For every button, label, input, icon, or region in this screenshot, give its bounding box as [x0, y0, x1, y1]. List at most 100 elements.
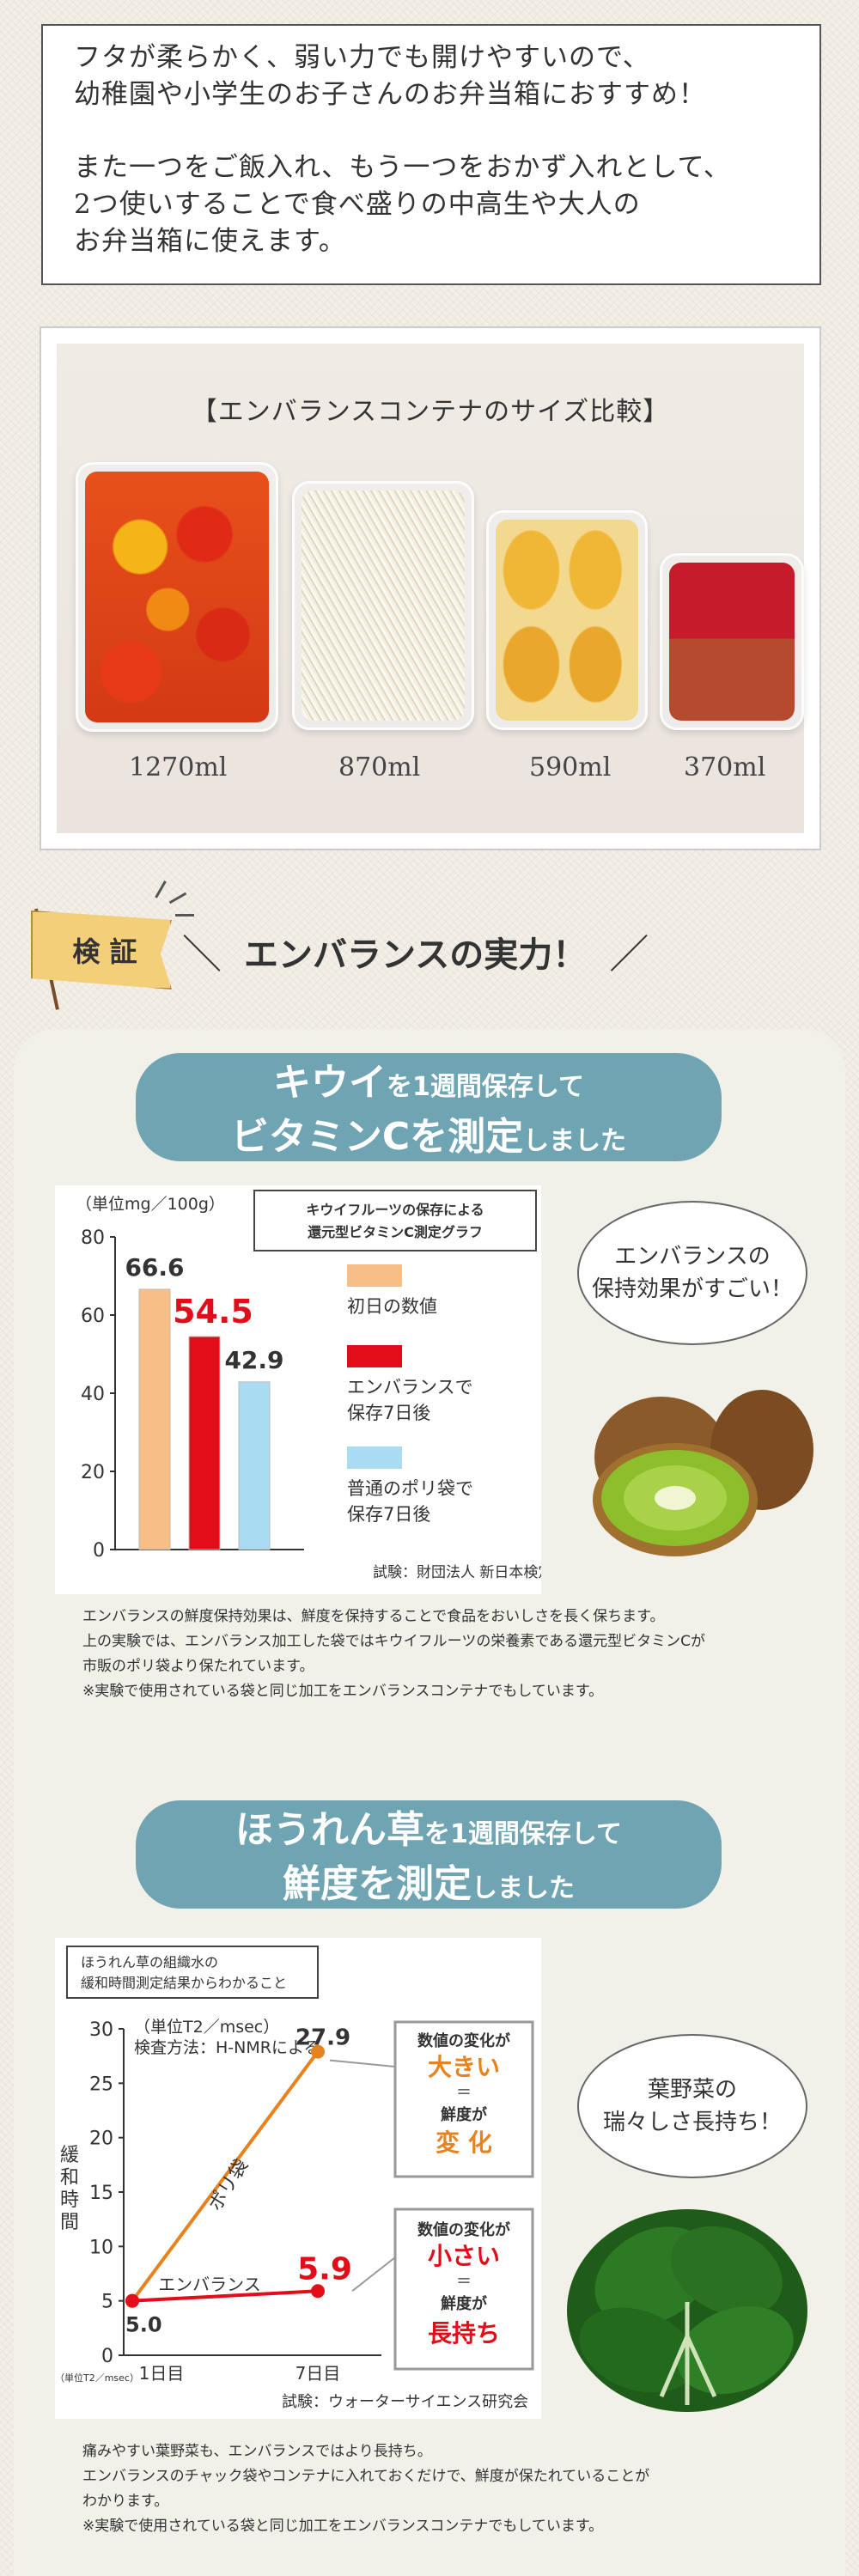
kiwi-legend-swatch — [347, 1345, 402, 1367]
kiwi-y-tick-label: 40 — [81, 1384, 105, 1405]
spinach-data-point — [311, 2284, 325, 2299]
size-label: 1270ml — [129, 752, 228, 783]
size-label: 870ml — [338, 752, 421, 783]
poly-callout-pointer — [329, 2059, 396, 2108]
spark-line — [175, 914, 194, 917]
note-line: 痛みやすい葉野菜も、エンバランスではより長持ち。 — [82, 2443, 432, 2460]
note-line: 上の実験では、エンバランス加工した袋ではキウイフルーツの栄養素である還元型ビタミ… — [82, 1633, 706, 1650]
poly-callout-line: ＝ — [456, 2084, 472, 2102]
kiwi-bar-value-label: 54.5 — [173, 1293, 253, 1331]
spinach-series-line — [131, 2050, 320, 2302]
bubble-line: 葉野菜の — [647, 2077, 737, 2103]
spark-line — [168, 892, 187, 904]
kiwi-bar-value-label: 66.6 — [125, 1253, 184, 1282]
kiwi-chart-title: キウイフルーツの保存による — [306, 1202, 484, 1218]
kiwi-legend-label: 保存7日後 — [347, 1403, 430, 1423]
spinach-series-label-poly: ポリ袋 — [204, 2156, 253, 2215]
spinach-emb-end-value: 5.9 — [297, 2251, 352, 2287]
kiwi-chart-title-box — [253, 1190, 537, 1251]
spinach-y-axis-label: 間 — [60, 2212, 79, 2233]
spinach-relaxation-chart: ほうれん草の組織水の 緩和時間測定結果からわかること （単位T2／msec） 検… — [55, 1946, 534, 2411]
size-label: 370ml — [684, 752, 766, 783]
kiwi-bar — [188, 1336, 221, 1550]
note-line: エンバランスの鮮度保持効果は、鮮度を保持することで食品をおいしさを長く保ちます。 — [82, 1608, 665, 1625]
bubble-line: 瑞々しさ長持ち！ — [602, 2110, 782, 2135]
spinach-chart-title-box — [66, 1946, 319, 1999]
kiwi-headline-strong: ビタミンCを測定 — [230, 1115, 524, 1159]
poly-callout-emph: 変 化 — [436, 2128, 492, 2157]
verification-flag: 検 証 — [31, 910, 172, 990]
spinach-illustration — [567, 2209, 807, 2412]
note-line: ※実験で使用されている袋と同じ加工をエンバランスコンテナでもしています。 — [82, 1683, 604, 1700]
spinach-poly-end-value: 27.9 — [295, 2025, 350, 2051]
spinach-note: 痛みやすい葉野菜も、エンバランスではより長持ち。 エンバランスのチャック袋やコン… — [82, 2439, 821, 2539]
kiwi-bar-value-label: 42.9 — [224, 1346, 283, 1374]
spark-line — [155, 880, 167, 898]
spinach-y-axis-label: 和 — [60, 2167, 79, 2189]
poly-callout-line: 鮮度が — [441, 2105, 487, 2124]
note-line: 市販のポリ袋より保たれています。 — [82, 1658, 314, 1675]
spinach-data-point — [125, 2293, 139, 2308]
kiwi-chart-box: （単位mg／100g） キウイフルーツの保存による 還元型ビタミンC測定グラフ … — [55, 1185, 582, 1594]
kiwi-y-tick-label: 0 — [93, 1540, 105, 1562]
spinach-y-tick-label: 5 — [101, 2292, 113, 2313]
size-comparison-card: 【エンバランスコンテナのサイズ比較】 1270ml 870ml 590ml 37… — [40, 326, 821, 850]
kiwi-headline-text: を1週間保存して — [387, 1072, 584, 1102]
spinach-headline: ほうれん草を1週間保存して 鮮度を測定しました — [136, 1800, 722, 1909]
slash-right: ／ — [609, 931, 649, 977]
kiwi-y-unit-label: （単位mg／100g） — [76, 1195, 225, 1214]
kiwi-legend-label: 初日の数値 — [347, 1296, 437, 1317]
spinach-leaf-icon — [579, 2307, 696, 2393]
spinach-headline-text: を1週間保存して — [424, 1819, 622, 1849]
container-370-image — [660, 553, 804, 730]
kiwi-y-tick-label: 20 — [81, 1462, 105, 1483]
intro-line: お弁当箱に使えます。 — [74, 226, 346, 257]
spinach-speech-bubble: 葉野菜の 瑞々しさ長持ち！ — [577, 2034, 807, 2178]
container-870-image — [292, 481, 474, 730]
container-1270-image — [76, 462, 278, 732]
spinach-y-tick-label: 30 — [89, 2019, 113, 2041]
flag-label: 検 証 — [72, 935, 137, 968]
slash-left: ＼ — [182, 931, 222, 977]
spinach-chart-title: 緩和時間測定結果からわかること — [81, 1975, 287, 1991]
spinach-y-tick-label: 25 — [89, 2074, 113, 2095]
spinach-y-axis-label: 緩 — [60, 2145, 79, 2166]
spinach-y-axis-label: 時 — [60, 2189, 79, 2211]
size-label: 590ml — [529, 752, 612, 783]
kiwi-legend-label: 保存7日後 — [347, 1504, 430, 1525]
kiwi-headline: キウイを1週間保存して ビタミンCを測定しました — [136, 1053, 722, 1161]
kiwi-headline-strong: キウイ — [273, 1061, 387, 1105]
intro-text-box: フタが柔らかく、弱い力でも開けやすいので、 幼稚園や小学生のお子さんのお弁当箱に… — [41, 24, 821, 285]
kiwi-legend-swatch — [347, 1264, 402, 1287]
poly-callout-line: 数値の変化が — [417, 2031, 510, 2050]
note-line: わかります。 — [82, 2493, 169, 2510]
spinach-headline-text: しました — [472, 1873, 575, 1903]
intro-line: また一つをご飯入れ、もう一つをおかず入れとして、 — [74, 152, 731, 183]
size-comparison-title: 【エンバランスコンテナのサイズ比較】 — [191, 397, 670, 427]
kiwi-fruit-illustration — [593, 1390, 813, 1556]
kiwi-note: エンバランスの鮮度保持効果は、鮮度を保持することで食品をおいしさを長く保ちます。… — [82, 1605, 821, 1704]
enbalance-callout-line: ＝ — [456, 2273, 472, 2291]
kiwi-chart-title: 還元型ビタミンC測定グラフ — [308, 1224, 483, 1240]
enbalance-callout-line: 数値の変化が — [417, 2220, 510, 2239]
enbalance-callout-box — [393, 2208, 534, 2371]
kiwi-vitamin-c-chart: （単位mg／100g） キウイフルーツの保存による 還元型ビタミンC測定グラフ … — [76, 1190, 582, 1581]
spinach-method-label: 検査方法：H-NMRによる — [134, 2038, 320, 2057]
spinach-y-tick-label: 15 — [89, 2183, 113, 2204]
spinach-leaf-icon — [677, 2305, 794, 2395]
spinach-headline-strong: 鮮度を測定 — [283, 1862, 472, 1906]
spinach-x-unit: （単位T2／msec） — [55, 2372, 139, 2384]
spinach-series-label-enbalance: エンバランス — [158, 2275, 261, 2295]
spinach-x-tick-label: 1日目 — [139, 2363, 185, 2384]
size-comparison-photo: 【エンバランスコンテナのサイズ比較】 1270ml 870ml 590ml 37… — [57, 344, 804, 833]
kiwi-legend-label: 普通のポリ袋で — [347, 1478, 473, 1499]
bubble-line: エンバランスの — [614, 1244, 771, 1270]
enbalance-callout-emph: 長持ち — [428, 2319, 500, 2348]
spinach-y-tick-label: 20 — [89, 2128, 113, 2150]
spinach-leaf-icon — [671, 2226, 783, 2317]
enbalance-callout-emph: 小さい — [428, 2242, 500, 2270]
poly-callout-box — [393, 2020, 534, 2178]
note-line: エンバランスのチャック袋やコンテナに入れておくだけで、鮮度が保たれていることが — [82, 2468, 650, 2485]
enbalance-callout-pointer — [351, 2255, 396, 2299]
bubble-line: 保持効果がすごい！ — [591, 1276, 793, 1302]
